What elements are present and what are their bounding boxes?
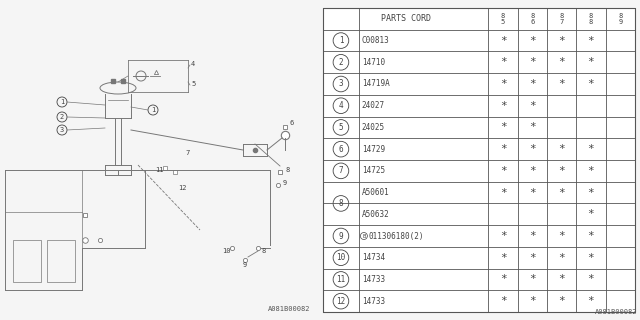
Text: *: * <box>529 101 536 111</box>
Text: *: * <box>588 188 595 197</box>
Text: 8
5: 8 5 <box>501 12 505 25</box>
Text: 8
8: 8 8 <box>589 12 593 25</box>
Text: *: * <box>500 57 506 67</box>
Text: 10: 10 <box>222 248 230 254</box>
Text: 011306180(2): 011306180(2) <box>369 231 424 241</box>
Text: *: * <box>529 188 536 197</box>
Text: 14725: 14725 <box>362 166 385 175</box>
Text: 12: 12 <box>336 297 346 306</box>
Text: 1: 1 <box>60 99 64 105</box>
Text: *: * <box>558 296 565 306</box>
Text: *: * <box>529 253 536 263</box>
Text: 2: 2 <box>339 58 343 67</box>
Text: *: * <box>500 188 506 197</box>
Text: 7: 7 <box>185 150 189 156</box>
Text: 8
7: 8 7 <box>559 12 564 25</box>
Text: *: * <box>500 231 506 241</box>
Text: *: * <box>500 144 506 154</box>
Text: 12: 12 <box>178 185 186 191</box>
Text: A081B00082: A081B00082 <box>268 306 310 312</box>
Text: *: * <box>588 36 595 45</box>
Text: *: * <box>529 296 536 306</box>
Text: *: * <box>500 275 506 284</box>
Text: *: * <box>529 231 536 241</box>
Text: 14729: 14729 <box>362 145 385 154</box>
Text: *: * <box>588 253 595 263</box>
Text: *: * <box>588 275 595 284</box>
Text: *: * <box>588 57 595 67</box>
Text: A081B00082: A081B00082 <box>595 309 637 315</box>
Text: *: * <box>588 296 595 306</box>
Text: A50632: A50632 <box>362 210 390 219</box>
Text: 9: 9 <box>283 180 287 186</box>
Text: 6: 6 <box>339 145 343 154</box>
Text: *: * <box>588 79 595 89</box>
Text: *: * <box>500 36 506 45</box>
Text: *: * <box>500 253 506 263</box>
Text: 8
6: 8 6 <box>530 12 534 25</box>
Text: 3: 3 <box>339 79 343 89</box>
Text: 14719A: 14719A <box>362 79 390 89</box>
Text: 4: 4 <box>191 61 195 67</box>
Text: *: * <box>500 166 506 176</box>
Text: 10: 10 <box>336 253 346 262</box>
Text: *: * <box>500 79 506 89</box>
Text: 6: 6 <box>290 120 294 126</box>
Text: *: * <box>558 253 565 263</box>
Text: *: * <box>529 36 536 45</box>
Text: 3: 3 <box>60 127 64 133</box>
Text: 8
9: 8 9 <box>618 12 623 25</box>
Text: B: B <box>362 234 365 238</box>
Text: *: * <box>500 123 506 132</box>
Text: 14733: 14733 <box>362 297 385 306</box>
Text: *: * <box>558 79 565 89</box>
Text: 1: 1 <box>339 36 343 45</box>
Text: *: * <box>558 166 565 176</box>
Text: 9: 9 <box>243 262 247 268</box>
Text: *: * <box>558 188 565 197</box>
Text: 7: 7 <box>339 166 343 175</box>
Text: *: * <box>588 144 595 154</box>
Text: *: * <box>529 144 536 154</box>
Text: 8: 8 <box>261 248 265 254</box>
Text: PARTS CORD: PARTS CORD <box>381 14 431 23</box>
Text: 14734: 14734 <box>362 253 385 262</box>
Text: *: * <box>529 123 536 132</box>
Text: *: * <box>558 275 565 284</box>
Text: *: * <box>588 166 595 176</box>
Text: 4: 4 <box>339 101 343 110</box>
Text: 14710: 14710 <box>362 58 385 67</box>
Text: *: * <box>558 36 565 45</box>
Text: *: * <box>500 101 506 111</box>
Text: *: * <box>558 231 565 241</box>
Text: *: * <box>529 275 536 284</box>
Text: 11: 11 <box>155 167 163 173</box>
Text: A50601: A50601 <box>362 188 390 197</box>
Text: 11: 11 <box>336 275 346 284</box>
Text: 5: 5 <box>339 123 343 132</box>
Text: *: * <box>529 57 536 67</box>
Text: *: * <box>529 79 536 89</box>
Text: C00813: C00813 <box>362 36 390 45</box>
Text: 24025: 24025 <box>362 123 385 132</box>
Text: 8: 8 <box>285 167 289 173</box>
Text: 1: 1 <box>151 107 155 113</box>
Text: *: * <box>558 57 565 67</box>
Text: *: * <box>588 231 595 241</box>
Text: 2: 2 <box>60 114 64 120</box>
Text: 14733: 14733 <box>362 275 385 284</box>
Text: 9: 9 <box>339 231 343 241</box>
Text: 5: 5 <box>191 81 195 87</box>
Text: 8: 8 <box>339 199 343 208</box>
Text: *: * <box>588 209 595 219</box>
Text: *: * <box>529 166 536 176</box>
FancyBboxPatch shape <box>323 8 635 312</box>
Text: *: * <box>500 296 506 306</box>
Text: *: * <box>558 144 565 154</box>
Text: 24027: 24027 <box>362 101 385 110</box>
